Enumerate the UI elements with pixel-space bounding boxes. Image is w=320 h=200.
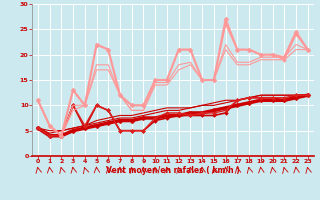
X-axis label: Vent moyen/en rafales ( km/h ): Vent moyen/en rafales ( km/h ) <box>106 166 240 175</box>
